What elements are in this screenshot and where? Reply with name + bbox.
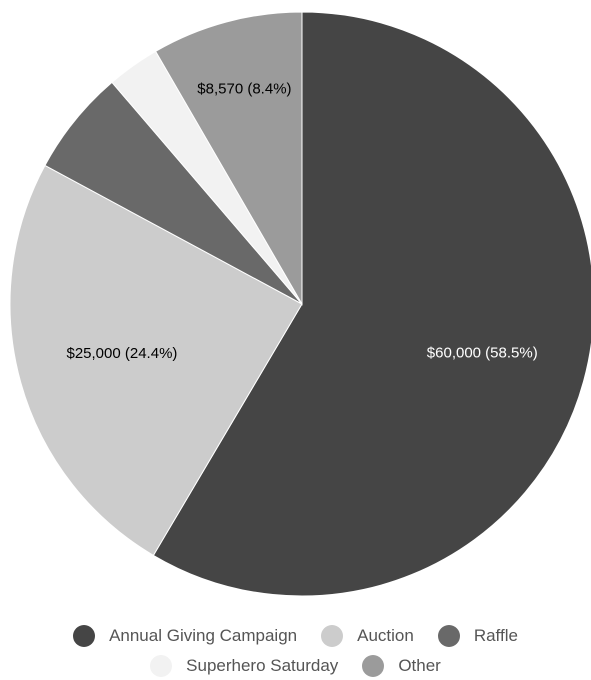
pie-label-other: $8,570 (8.4%)	[197, 81, 291, 98]
legend-swatch-other	[362, 655, 385, 677]
legend-item-auction[interactable]: Auction	[321, 625, 414, 647]
legend-item-other[interactable]: Other	[362, 655, 441, 677]
pie-slice-annual-giving-campaign[interactable]	[152, 11, 591, 597]
legend-row-1: Annual Giving Campaign Auction Raffle	[0, 622, 591, 650]
legend-label-annual-giving-campaign: Annual Giving Campaign	[109, 626, 298, 645]
pie-chart-svg: $60,000 (58.5%) $25,000 (24.4%) $8,570 (8.…	[9, 11, 591, 597]
pie-slice-other[interactable]	[154, 11, 303, 306]
legend-item-annual-giving-campaign[interactable]: Annual Giving Campaign	[73, 625, 297, 647]
legend-label-superhero-saturday: Superhero Saturday	[186, 656, 339, 675]
legend-label-other: Other	[398, 656, 441, 675]
legend-swatch-auction	[321, 625, 344, 647]
pie-label-annual-giving-campaign: $60,000 (58.5%)	[427, 344, 538, 361]
legend-swatch-annual-giving-campaign	[73, 625, 96, 647]
legend-item-raffle[interactable]: Raffle	[437, 625, 518, 647]
legend-label-raffle: Raffle	[473, 626, 518, 645]
pie-slice-labels: $60,000 (58.5%) $25,000 (24.4%) $8,570 (8.…	[66, 81, 537, 362]
legend-swatch-superhero-saturday	[150, 655, 173, 677]
legend-row-2: Superhero Saturday Other	[0, 652, 591, 680]
legend-swatch-raffle	[437, 625, 460, 647]
pie-label-auction: $25,000 (24.4%)	[66, 345, 177, 362]
pie-slices	[9, 11, 591, 597]
legend-item-superhero-saturday[interactable]: Superhero Saturday	[150, 655, 338, 677]
pie-slice-auction[interactable]	[9, 164, 303, 557]
legend-label-auction: Auction	[357, 626, 414, 645]
